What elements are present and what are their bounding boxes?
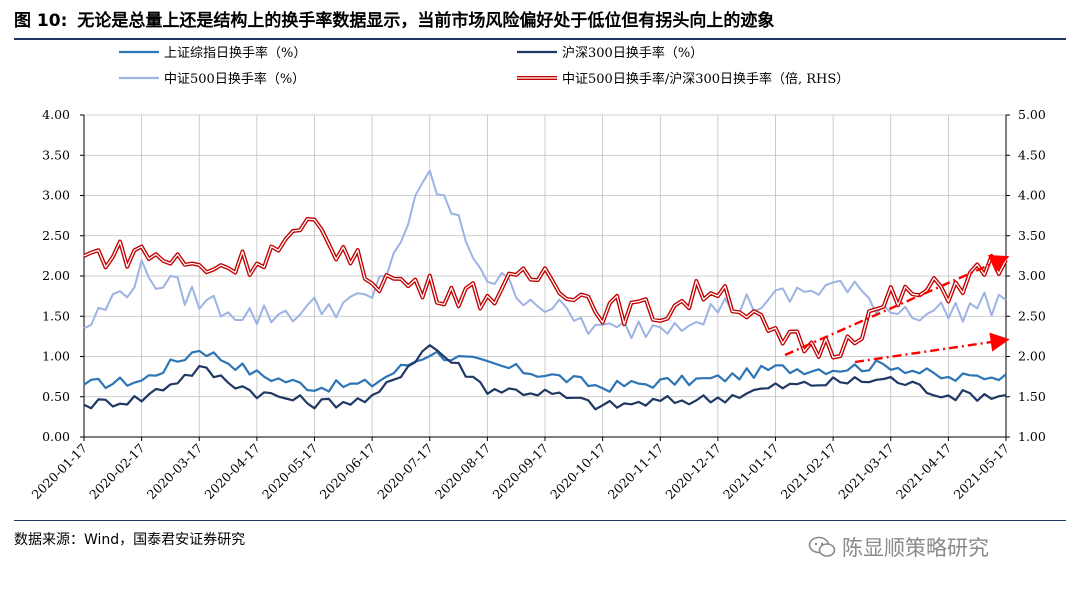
turnover-trend-arrow [854,332,1010,364]
x-tick-label: 2020-09-17 [490,440,552,502]
x-tick-label: 2021-02-17 [778,440,840,502]
x-tick-label: 2020-11-17 [605,440,667,502]
x-tick-label: 2020-04-17 [201,440,263,502]
sh-composite-turnover-line [83,349,1007,393]
watermark-text: 陈显顺策略研究 [842,536,989,560]
footer-rule [14,520,1066,521]
watermark: 陈显顺策略研究 [808,532,989,562]
left-tick-label: 3.50 [42,147,70,162]
left-tick-label: 2.50 [42,228,70,243]
x-tick-label: 2020-12-17 [662,440,724,502]
trend-arrows [784,255,1010,364]
right-tick-label: 2.00 [1018,349,1046,364]
x-tick-label: 2021-01-17 [720,440,782,502]
right-tick-label: 3.50 [1018,228,1046,243]
left-tick-label: 2.00 [42,268,70,283]
right-tick-label: 4.00 [1018,188,1046,203]
x-tick-label: 2020-10-17 [547,440,609,502]
x-tick-label: 2021-05-17 [951,440,1013,502]
figure-number: 图 10: [14,11,68,31]
x-tick-label: 2020-01-17 [29,440,91,502]
x-tick-label: 2020-08-17 [432,440,494,502]
legend-zz500-label: 中证500日换手率（%） [164,71,305,87]
title-rule [14,38,1066,40]
chart-legend: 上证综指日换手率（%） 沪深300日换手率（%） 中证500日换手率（%） 中证500… [119,45,849,87]
right-axis-ticks: 1.00 1.50 2.00 2.50 3.00 3.50 4.00 4.50 5.00 [1006,107,1046,444]
zz500-turnover-line [83,169,1007,340]
x-tick-label: 2020-03-17 [144,440,206,502]
x-tick-label: 2020-07-17 [374,440,436,502]
left-tick-label: 4.00 [42,107,70,122]
left-tick-label: 1.00 [42,349,70,364]
left-tick-label: 0.00 [42,429,70,444]
x-tick-label: 2020-06-17 [317,440,379,502]
chart-grid [84,114,1006,437]
chart-series [83,169,1008,411]
wechat-icon [808,536,836,557]
left-tick-label: 3.00 [42,188,70,203]
source-note: 数据来源：Wind，国泰君安证券研究 [14,532,246,548]
legend-sh-composite-label: 上证综指日换手率（%） [164,45,306,61]
turnover-chart: 0.00 0.50 1.00 1.50 2.00 2.50 3.00 3.50 4.00 1.0… [29,45,1046,502]
x-tick-label: 2021-03-17 [835,440,897,502]
right-tick-label: 1.50 [1018,389,1046,404]
turnover-ratio-line-core [83,218,1007,359]
left-tick-label: 0.50 [42,389,70,404]
figure-title-text: 无论是总量上还是结构上的换手率数据显示，当前市场风险偏好处于低位但有拐头向上的迹… [77,11,775,31]
x-tick-label: 2020-02-17 [86,440,148,502]
ratio-trend-arrow [784,255,1010,357]
legend-ratio-label: 中证500日换手率/沪深300日换手率（倍, RHS） [562,71,849,87]
left-tick-label: 1.50 [42,308,70,323]
right-tick-label: 4.50 [1018,147,1046,162]
right-tick-label: 3.00 [1018,268,1046,283]
right-tick-label: 1.00 [1018,429,1046,444]
right-tick-label: 5.00 [1018,107,1046,122]
figure-title: 图 10: 无论是总量上还是结构上的换手率数据显示，当前市场风险偏好处于低位但有拐… [14,6,1066,36]
legend-hs300-label: 沪深300日换手率（%） [562,45,703,61]
x-axis-ticks: 2020-01-172020-02-172020-03-172020-04-17… [29,437,1013,502]
hs300-turnover-line [83,344,1007,411]
x-tick-label: 2021-04-17 [893,440,955,502]
right-tick-label: 2.50 [1018,308,1046,323]
x-tick-label: 2020-05-17 [259,440,321,502]
left-axis-ticks: 0.00 0.50 1.00 1.50 2.00 2.50 3.00 3.50 4.00 [42,107,84,444]
